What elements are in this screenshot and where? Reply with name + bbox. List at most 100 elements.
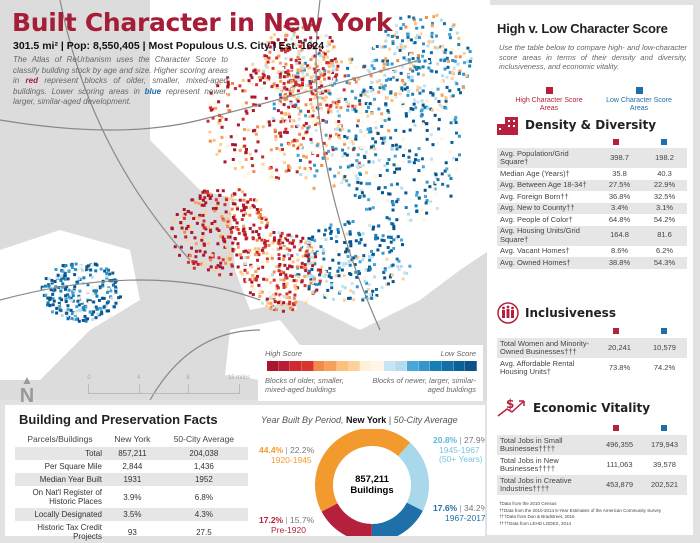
inclusiveness-table: Total Women and Minority-Owned Businesse… — [497, 338, 687, 378]
score-block — [294, 279, 298, 283]
score-block — [317, 75, 321, 79]
score-block — [324, 95, 328, 99]
building-facts-panel: Building and Preservation Facts Parcels/… — [5, 405, 485, 541]
score-block — [194, 249, 198, 253]
score-block — [357, 270, 361, 274]
score-block — [286, 92, 290, 96]
table-row: Median Age (Years)† 35.8 40.3 — [497, 168, 687, 180]
score-block — [72, 318, 76, 322]
score-block — [201, 213, 205, 217]
row-value: 27.5 — [196, 527, 212, 537]
score-block — [86, 264, 90, 268]
score-block — [65, 314, 69, 318]
score-block — [387, 192, 391, 196]
score-block — [315, 169, 319, 173]
score-block — [183, 230, 187, 234]
score-block — [389, 77, 393, 81]
score-block — [314, 255, 318, 259]
score-block — [313, 262, 317, 266]
score-block — [85, 268, 89, 272]
score-block — [261, 72, 265, 76]
score-block — [318, 268, 322, 272]
score-block — [231, 241, 235, 245]
score-block — [321, 248, 325, 252]
score-block — [372, 263, 376, 267]
row-label: Avg. Affordable Rental Housing Units† — [500, 358, 575, 376]
score-block — [67, 288, 71, 292]
score-block — [415, 190, 419, 194]
score-block — [363, 134, 367, 138]
score-block — [304, 241, 308, 245]
score-block — [369, 74, 373, 78]
score-block — [302, 44, 306, 48]
score-block — [54, 267, 58, 271]
score-block — [370, 80, 374, 84]
score-block — [343, 134, 347, 138]
score-block — [453, 59, 457, 63]
score-block — [402, 104, 406, 108]
score-block — [440, 47, 444, 51]
score-block — [235, 221, 239, 225]
score-block — [73, 312, 77, 316]
row-label: Total Jobs in Small Businesses†††† — [497, 435, 597, 455]
score-block — [218, 149, 222, 153]
score-block — [387, 129, 391, 133]
score-block — [70, 266, 74, 270]
score-block — [399, 264, 403, 268]
score-block — [230, 207, 234, 211]
score-block — [322, 77, 326, 81]
score-block — [453, 118, 457, 122]
score-block — [319, 245, 323, 249]
score-block — [391, 203, 395, 207]
score-block — [309, 40, 313, 44]
score-block — [277, 238, 281, 242]
score-block — [187, 226, 191, 230]
score-block — [303, 263, 307, 267]
score-block — [185, 227, 189, 231]
character-score-map — [0, 0, 490, 400]
score-block — [170, 226, 174, 230]
score-block — [201, 236, 205, 240]
score-block — [301, 63, 305, 67]
score-block — [73, 313, 77, 317]
score-block — [348, 232, 352, 236]
score-block — [242, 213, 246, 217]
score-block — [390, 146, 394, 150]
score-block — [295, 170, 299, 174]
score-block — [72, 288, 76, 292]
score-block — [80, 299, 84, 303]
score-block — [325, 44, 329, 48]
score-block — [343, 175, 347, 179]
score-block — [365, 130, 369, 134]
score-block — [308, 115, 312, 119]
score-block — [268, 123, 272, 127]
score-block — [329, 232, 333, 236]
score-block — [316, 121, 320, 125]
donut-center-center-label: Buildings — [350, 485, 393, 496]
score-block — [243, 144, 247, 148]
row-label: Median Year Built — [15, 473, 105, 486]
score-block — [252, 170, 256, 174]
score-block — [289, 58, 293, 62]
score-block — [312, 109, 316, 113]
score-block — [242, 198, 246, 202]
score-block — [374, 140, 378, 144]
legend-swatch — [430, 361, 443, 371]
table-row: Avg. Between Age 18-34† 27.5% 22.9% — [497, 179, 687, 191]
score-block — [277, 89, 281, 93]
score-block — [336, 64, 340, 68]
score-block — [290, 29, 294, 33]
score-block — [423, 188, 427, 192]
score-block — [357, 231, 361, 235]
score-block — [366, 105, 370, 109]
score-block — [436, 108, 440, 112]
score-block — [468, 64, 472, 68]
score-block — [73, 285, 77, 289]
score-block — [311, 290, 315, 294]
score-block — [355, 285, 359, 289]
score-block — [346, 66, 350, 70]
score-block — [348, 164, 352, 168]
score-block — [275, 56, 279, 60]
score-block — [322, 57, 326, 61]
score-block — [233, 218, 237, 222]
